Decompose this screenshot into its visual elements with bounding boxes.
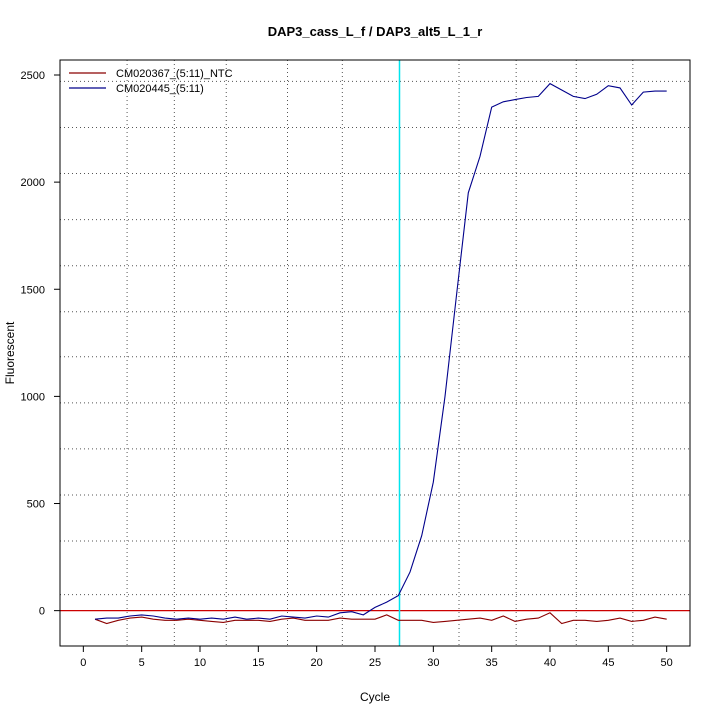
- x-tick-label: 0: [80, 657, 86, 669]
- reference-lines: [60, 60, 690, 646]
- x-tick-label: 30: [427, 657, 439, 669]
- legend: CM020367_(5:11)_NTC CM020445_(5:11): [69, 68, 233, 95]
- x-axis-label: Cycle: [360, 690, 390, 704]
- y-tick-label: 500: [27, 499, 45, 511]
- x-tick-label: 5: [139, 657, 145, 669]
- chart-title: DAP3_cass_L_f / DAP3_alt5_L_1_r: [268, 24, 483, 39]
- x-tick-label: 35: [486, 657, 498, 669]
- x-tick-label: 40: [544, 657, 556, 669]
- legend-label-2: CM020445_(5:11): [116, 83, 204, 95]
- x-tick-label: 10: [194, 657, 206, 669]
- grid-layer: [60, 60, 690, 646]
- legend-label-1: CM020367_(5:11)_NTC: [116, 68, 233, 80]
- series-layer: [94, 82, 667, 625]
- x-tick-label: 25: [369, 657, 381, 669]
- x-tick-label: 15: [252, 657, 264, 669]
- y-tick-label: 2000: [21, 177, 45, 189]
- plot-frame: [59, 59, 691, 647]
- x-tick-label: 50: [661, 657, 673, 669]
- x-tick-label: 20: [311, 657, 323, 669]
- y-tick-label: 1000: [21, 391, 45, 403]
- y-tick-label: 1500: [21, 284, 45, 296]
- y-tick-label: 2500: [21, 70, 45, 82]
- y-tick-label: 0: [39, 606, 45, 618]
- y-axis-label: Fluorescent: [3, 321, 17, 384]
- series-line-1: [94, 612, 667, 625]
- series-line-2: [94, 82, 667, 620]
- x-tick-label: 45: [602, 657, 614, 669]
